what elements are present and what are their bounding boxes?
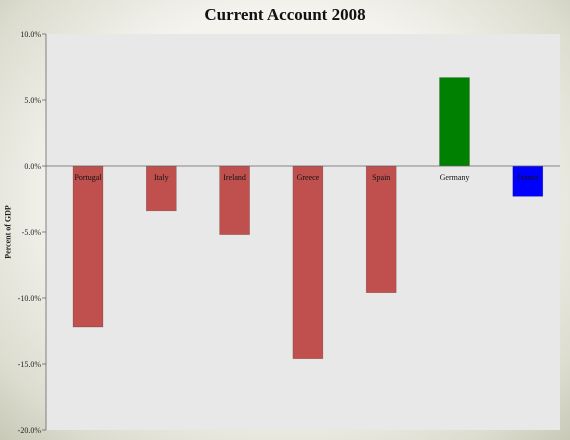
bar xyxy=(292,165,324,360)
y-tick-label: 10.0% xyxy=(20,30,41,39)
bar xyxy=(72,165,104,328)
y-tick-label: 0.0% xyxy=(24,162,41,171)
category-label: Germany xyxy=(440,173,470,182)
chart-title: Current Account 2008 xyxy=(204,5,366,24)
category-label: Ireland xyxy=(223,173,246,182)
bar xyxy=(439,77,470,167)
plot-layer: 10.0% 5.0% 0.0% -5.0% -10.0% -15.0% -20.0% Port… xyxy=(18,30,560,435)
bar xyxy=(365,165,397,294)
y-tick-label: -15.0% xyxy=(18,360,42,369)
y-tick-label: -20.0% xyxy=(18,426,42,435)
y-tick-label: -10.0% xyxy=(18,294,42,303)
category-label: Greece xyxy=(297,173,320,182)
y-tick-label: 5.0% xyxy=(24,96,41,105)
category-label: Spain xyxy=(372,173,390,182)
category-label: Portugal xyxy=(74,173,102,182)
bar xyxy=(512,165,544,197)
y-tick-label: -5.0% xyxy=(22,228,42,237)
category-label: France xyxy=(517,173,539,182)
category-label: Italy xyxy=(154,173,169,182)
bar xyxy=(219,165,250,235)
